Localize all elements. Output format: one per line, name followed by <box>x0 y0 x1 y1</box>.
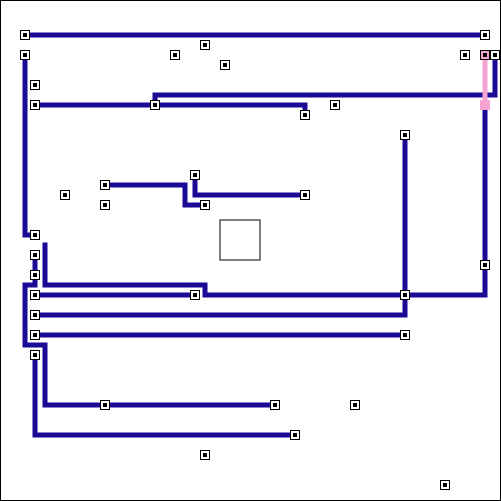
pin-32 <box>30 350 40 360</box>
pin-38 <box>440 480 450 490</box>
highlighted-pin-2 <box>480 100 490 110</box>
pin-1 <box>20 30 30 40</box>
pin-layer <box>20 30 500 490</box>
pin-28 <box>400 290 410 300</box>
pin-29 <box>30 310 40 320</box>
pin-10 <box>30 80 40 90</box>
pin-16 <box>190 170 200 180</box>
wire-layer <box>22 32 498 438</box>
pin-35 <box>350 400 360 410</box>
wire-7 <box>402 102 488 298</box>
pin-15 <box>400 130 410 140</box>
pin-21 <box>300 190 310 200</box>
pin-18 <box>60 190 70 200</box>
wire-9 <box>42 242 408 298</box>
wire-13 <box>32 352 298 438</box>
pin-11 <box>30 100 40 110</box>
pin-9 <box>490 50 500 60</box>
component-block <box>219 219 261 261</box>
pin-7 <box>460 50 470 60</box>
pin-23 <box>30 250 40 260</box>
pin-14 <box>330 100 340 110</box>
pin-2 <box>480 30 490 40</box>
pin-30 <box>30 330 40 340</box>
pin-24 <box>30 270 40 280</box>
pin-3 <box>20 50 30 60</box>
wire-8 <box>32 132 408 318</box>
pin-17 <box>100 180 110 190</box>
pin-5 <box>200 40 210 50</box>
pin-13 <box>300 110 310 120</box>
pin-19 <box>100 200 110 210</box>
pin-36 <box>290 430 300 440</box>
pin-4 <box>170 50 180 60</box>
wire-6 <box>192 172 308 198</box>
pin-31 <box>400 330 410 340</box>
pin-26 <box>30 290 40 300</box>
pin-8 <box>480 50 490 60</box>
wire-5 <box>102 182 208 208</box>
pin-22 <box>30 230 40 240</box>
pin-34 <box>270 400 280 410</box>
pin-33 <box>100 400 110 410</box>
pin-37 <box>200 450 210 460</box>
pin-6 <box>220 60 230 70</box>
pin-25 <box>480 260 490 270</box>
pin-12 <box>150 100 160 110</box>
pin-20 <box>200 200 210 210</box>
pin-27 <box>190 290 200 300</box>
wire-11 <box>22 252 278 408</box>
